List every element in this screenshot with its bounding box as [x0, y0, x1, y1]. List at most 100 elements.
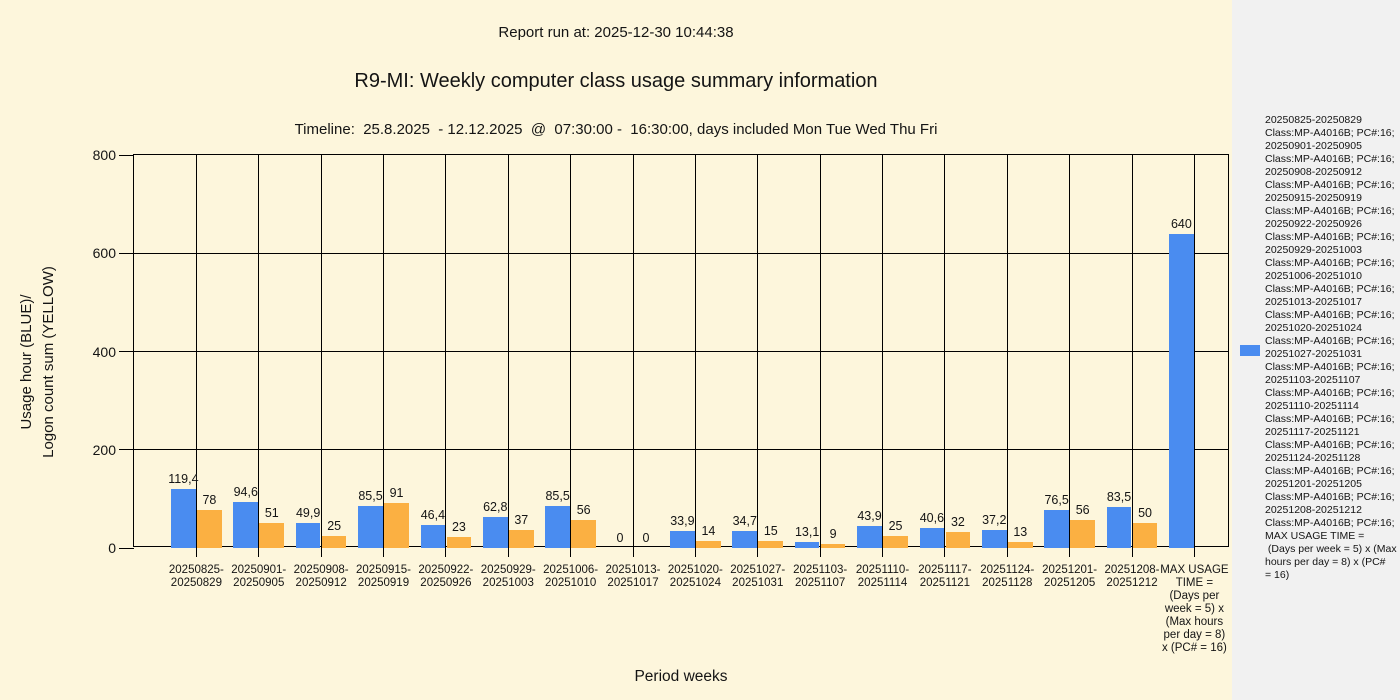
legend-line: = 16) [1265, 569, 1290, 581]
x-tick-label: 20250901- 20250905 [212, 564, 306, 590]
y-axis-title-line2: Logon count sum (YELLOW) [40, 266, 57, 458]
value-label-usage-hour: 37,2 [982, 512, 1007, 527]
vertical-gridline [445, 155, 447, 548]
legend-line: 20251117-20251121 [1265, 426, 1360, 438]
x-tick-label-line: 20250926 [420, 577, 472, 589]
legend-line: 20251208-20251212 [1265, 504, 1362, 516]
legend-line: 20251027-20251031 [1265, 348, 1362, 360]
bar-logon-count [1070, 520, 1095, 548]
bar-usage-hour [732, 530, 758, 548]
vertical-gridline [320, 155, 322, 548]
legend-line: Class:MP-A4016B; PC#:16; [1265, 257, 1395, 269]
x-tick-label-line: 20251128 [982, 577, 1033, 589]
vertical-gridline [694, 155, 696, 548]
value-label-logon-count: 23 [451, 519, 466, 534]
legend-line: Class:MP-A4016B; PC#:16; [1265, 179, 1395, 191]
report-run-text: Report run at: 2025-12-30 10:44:38 [498, 24, 734, 41]
x-tick-label-line: 20251114 [857, 577, 908, 589]
x-tick-label: 20251103- 20251107 [773, 564, 867, 590]
bar-usage-hour [857, 526, 882, 548]
vertical-gridline [1069, 155, 1071, 548]
y-axis-title: Usage hour (BLUE)/ Logon count sum (YELL… [16, 266, 60, 458]
x-tick-label-line: 20250825- [168, 564, 224, 576]
value-label-usage-hour: 85,5 [358, 488, 383, 503]
x-axis-tick [1193, 548, 1195, 557]
bar-logon-count [1132, 523, 1158, 548]
x-tick-label-line: 20251027- [730, 564, 786, 576]
legend-line: 20251103-20251107 [1265, 374, 1361, 386]
value-label-logon-count: 91 [389, 486, 404, 501]
value-label-logon-count: 25 [327, 518, 342, 533]
x-tick-label-line: 20251208- [1104, 564, 1160, 576]
vertical-gridline [632, 155, 634, 548]
vertical-gridline [819, 155, 821, 548]
bar-logon-count [446, 536, 472, 548]
value-label-logon-count: 32 [950, 515, 965, 530]
legend-line: Class:MP-A4016B; PC#:16; [1265, 491, 1395, 503]
value-label-logon-count: 9 [829, 526, 837, 541]
x-axis-tick [570, 548, 572, 557]
legend-line: 20250901-20250905 [1265, 140, 1362, 152]
x-tick-label: 20250929- 20251003 [461, 564, 555, 590]
bar-usage-hour [670, 531, 695, 548]
value-label-logon-count: 15 [763, 523, 778, 538]
x-tick-label: 20250922- 20250926 [399, 564, 493, 590]
y-tick-label: 600 [92, 245, 116, 262]
x-axis-tick [944, 548, 946, 557]
value-label-logon-count: 0 [642, 531, 650, 545]
legend-line: 20250825-20250829 [1265, 114, 1362, 126]
bar-logon-count [945, 532, 971, 548]
value-label-usage-hour: 119,4 [168, 472, 199, 487]
bar-usage-hour [482, 517, 508, 548]
x-axis-tick [1131, 548, 1133, 557]
value-label-logon-count: 56 [576, 503, 591, 518]
x-tick-label-line: 20250919 [357, 577, 410, 589]
horizontal-gridline [134, 252, 1228, 254]
x-tick-label: 20251027- 20251031 [711, 564, 805, 590]
y-axis-tick [119, 252, 134, 254]
x-tick-label-line: 20251201- [1042, 564, 1098, 576]
x-tick-label: 20250908- 20250912 [274, 564, 368, 590]
vertical-gridline [258, 155, 260, 548]
value-label-usage-hour: 33,9 [670, 514, 695, 529]
bar-usage-hour [233, 501, 259, 548]
x-tick-label: 20251201- 20251205 [1023, 564, 1117, 590]
value-label-logon-count: 78 [202, 492, 217, 507]
vertical-gridline [507, 155, 509, 548]
value-label-usage-hour: 85,5 [545, 488, 570, 503]
bar-logon-count [820, 543, 846, 548]
x-axis-tick [445, 548, 447, 557]
x-tick-label-line: MAX USAGE [1160, 564, 1229, 576]
bar-logon-count [758, 540, 784, 548]
bar-logon-count [571, 520, 596, 548]
legend-line: Class:MP-A4016B; PC#:16; [1265, 153, 1395, 165]
x-tick-label-line: 20251020- [667, 564, 723, 576]
x-axis-tick [882, 548, 884, 557]
x-tick-label-line: 20251212 [1106, 577, 1158, 589]
vertical-gridline [1006, 155, 1008, 548]
x-axis-tick [757, 548, 759, 557]
x-axis-tick [507, 548, 509, 557]
bar-logon-count [883, 535, 908, 548]
vertical-gridline [944, 155, 946, 548]
bar-usage-hour [981, 529, 1007, 548]
x-tick-label-line: 20250901- [231, 564, 287, 576]
legend-line: Class:MP-A4016B; PC#:16; [1265, 387, 1395, 399]
x-tick-label-line: 20251031 [732, 577, 784, 589]
x-tick-label-line: 20250929- [480, 564, 536, 576]
x-tick-label: 20250825- 20250829 [149, 564, 243, 590]
x-tick-label: 20250915- 20250919 [337, 564, 431, 590]
legend-line: 20250922-20250926 [1265, 218, 1362, 230]
bar-logon-count [508, 529, 534, 548]
vertical-gridline [757, 155, 759, 548]
x-tick-label: 20251006- 20251010 [524, 564, 618, 590]
y-axis-title-line1: Usage hour (BLUE)/ [18, 294, 35, 430]
value-label-logon-count: 50 [1138, 506, 1152, 521]
legend-line: Class:MP-A4016B; PC#:16; [1265, 127, 1395, 139]
legend-line: (Days per week = 5) x (Max [1265, 543, 1397, 555]
x-tick-label-line: TIME = [1175, 577, 1214, 589]
bar-usage-hour [420, 525, 446, 548]
x-axis-tick [632, 548, 634, 557]
value-label-logon-count: 13 [1013, 524, 1028, 539]
value-label-usage-hour: 94,6 [233, 484, 258, 499]
